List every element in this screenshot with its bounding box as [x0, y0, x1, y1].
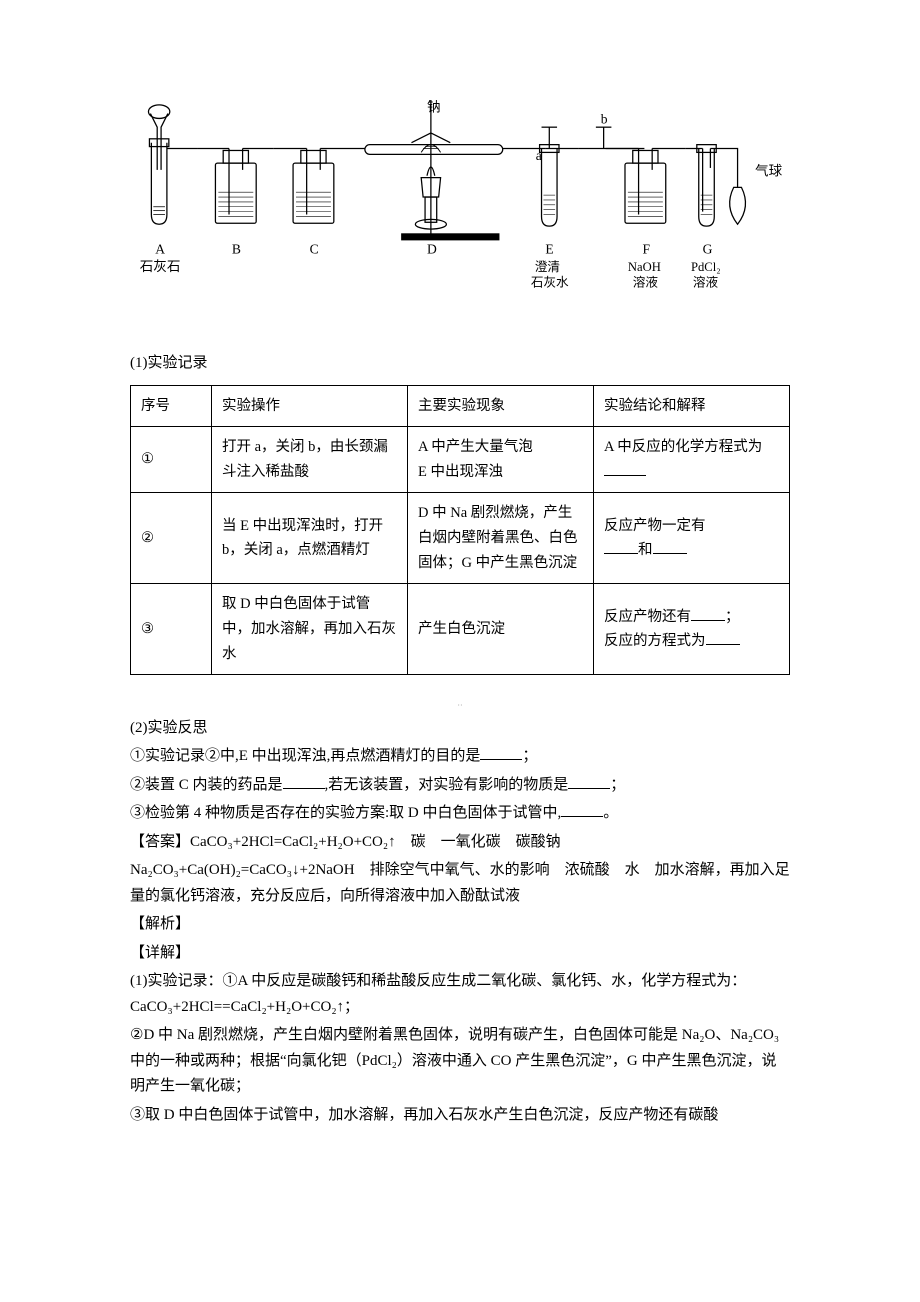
label-F: F — [642, 241, 650, 256]
blank — [653, 539, 687, 555]
label-G-sub1: PdCl₂ — [691, 260, 721, 274]
label-E: E — [545, 241, 553, 256]
q1-pre: ①实验记录②中,E 中出现浑浊,再点燃酒精灯的目的是 — [130, 748, 480, 764]
blank — [604, 539, 638, 555]
cell-op-2: 当 E 中出现浑浊时，打开 b，关闭 a，点燃酒精灯 — [212, 493, 408, 584]
analysis-label: 【解析】 — [130, 912, 790, 938]
table-header-row: 序号 实验操作 主要实验现象 实验结论和解释 — [131, 385, 790, 427]
table-row: ② 当 E 中出现浑浊时，打开 b，关闭 a，点燃酒精灯 D 中 Na 剧烈燃烧… — [131, 493, 790, 584]
label-F-sub2: 溶液 — [633, 275, 659, 289]
blank — [706, 630, 740, 646]
cell-concl-3: 反应产物还有 ； 反应的方程式为 — [594, 584, 790, 675]
th-phen: 主要实验现象 — [408, 385, 594, 427]
label-B: B — [232, 241, 241, 256]
concl2-pre: 反应产物一定有 — [604, 518, 706, 534]
cell-concl-2: 反应产物一定有 和 — [594, 493, 790, 584]
label-E-sub2: 石灰水 — [531, 275, 569, 289]
blank — [568, 773, 610, 789]
th-no: 序号 — [131, 385, 212, 427]
answer-text1: CaCO₃+2HCl=CaCl₂+H₂O+CO₂↑ 碳 一氧化碳 碳酸钠 — [190, 834, 561, 850]
q2-pre: ②装置 C 内装的药品是 — [130, 777, 283, 793]
blank — [283, 773, 325, 789]
q3-post: 。 — [603, 805, 618, 821]
label-C: C — [310, 241, 319, 256]
concl3-l2-pre: 反应的方程式为 — [604, 633, 706, 649]
q2-mid: ,若无该装置，对实验有影响的物质是 — [325, 777, 569, 793]
label-D: D — [427, 241, 437, 256]
answer-label: 【答案】 — [130, 834, 190, 850]
concl2-mid: 和 — [638, 542, 653, 558]
concl3-l1-pre: 反应产物还有 — [604, 609, 691, 625]
cell-concl-1: A 中反应的化学方程式为 — [594, 427, 790, 493]
label-balloon: 气球 — [755, 164, 783, 179]
label-A-sub: 石灰石 — [140, 259, 181, 274]
cell-phen-1: A 中产生大量气泡 E 中出现浑浊 — [408, 427, 594, 493]
th-op: 实验操作 — [212, 385, 408, 427]
detail-3: ③取 D 中白色固体于试管中，加水溶解，再加入石灰水产生白色沉淀，反应产物还有碳… — [130, 1103, 790, 1129]
table-row: ③ 取 D 中白色固体于试管中，加水溶解，再加入石灰水 产生白色沉淀 反应产物还… — [131, 584, 790, 675]
label-na: 钠 — [427, 100, 441, 115]
blank — [604, 460, 646, 476]
label-a: a — [536, 148, 542, 163]
blank — [691, 605, 725, 621]
cell-op-1: 打开 a，关闭 b，由长颈漏斗注入稀盐酸 — [212, 427, 408, 493]
answer-line2: Na₂CO₃+Ca(OH)₂=CaCO₃↓+2NaOH 排除空气中氧气、水的影响… — [130, 858, 790, 909]
concl3-l1-post: ； — [725, 609, 740, 625]
q3: ③检验第 4 种物质是否存在的实验方案:取 D 中白色固体于试管中, 。 — [130, 801, 790, 827]
cell-no-3: ③ — [131, 584, 212, 675]
blank — [561, 801, 603, 817]
label-G: G — [703, 241, 713, 256]
cell-phen-2: D 中 Na 剧烈燃烧，产生白烟内壁附着黑色、白色固体；G 中产生黑色沉淀 — [408, 493, 594, 584]
label-F-sub1: NaOH — [628, 260, 661, 274]
detail-2: ②D 中 Na 剧烈燃烧，产生白烟内壁附着黑色固体，说明有碳产生，白色固体可能是… — [130, 1023, 790, 1100]
q1: ①实验记录②中,E 中出现浑浊,再点燃酒精灯的目的是 ； — [130, 744, 790, 770]
detail-label: 【详解】 — [130, 941, 790, 967]
label-A: A — [155, 241, 165, 256]
experiment-table: 序号 实验操作 主要实验现象 实验结论和解释 ① 打开 a，关闭 b，由长颈漏斗… — [130, 385, 790, 676]
label-G-sub2: 溶液 — [693, 275, 719, 289]
q1-post: ； — [522, 748, 537, 764]
label-E-sub1: 澄清 — [535, 260, 560, 274]
concl1-text: A 中反应的化学方程式为 — [604, 439, 762, 455]
cell-no-1: ① — [131, 427, 212, 493]
apparatus-diagram: 钠 b a 气球 A 石灰石 B C D E F G 澄清 石灰水 NaOH 溶… — [130, 100, 790, 314]
label-b: b — [601, 111, 608, 126]
cell-op-3: 取 D 中白色固体于试管中，加水溶解，再加入石灰水 — [212, 584, 408, 675]
separator-dot: ·· — [130, 699, 790, 713]
q2: ②装置 C 内装的药品是 ,若无该装置，对实验有影响的物质是 ； — [130, 773, 790, 799]
q2-post: ； — [610, 777, 625, 793]
cell-phen-3: 产生白色沉淀 — [408, 584, 594, 675]
table-row: ① 打开 a，关闭 b，由长颈漏斗注入稀盐酸 A 中产生大量气泡 E 中出现浑浊… — [131, 427, 790, 493]
cell-no-2: ② — [131, 493, 212, 584]
section-1-label: (1)实验记录 — [130, 351, 790, 377]
detail-1: (1)实验记录：①A 中反应是碳酸钙和稀盐酸反应生成二氧化碳、氯化钙、水，化学方… — [130, 969, 790, 1020]
th-concl: 实验结论和解释 — [594, 385, 790, 427]
q3-pre: ③检验第 4 种物质是否存在的实验方案:取 D 中白色固体于试管中, — [130, 805, 561, 821]
blank — [480, 744, 522, 760]
answer-line1: 【答案】CaCO₃+2HCl=CaCl₂+H₂O+CO₂↑ 碳 一氧化碳 碳酸钠 — [130, 830, 790, 856]
section-2-label: (2)实验反思 — [130, 716, 790, 742]
